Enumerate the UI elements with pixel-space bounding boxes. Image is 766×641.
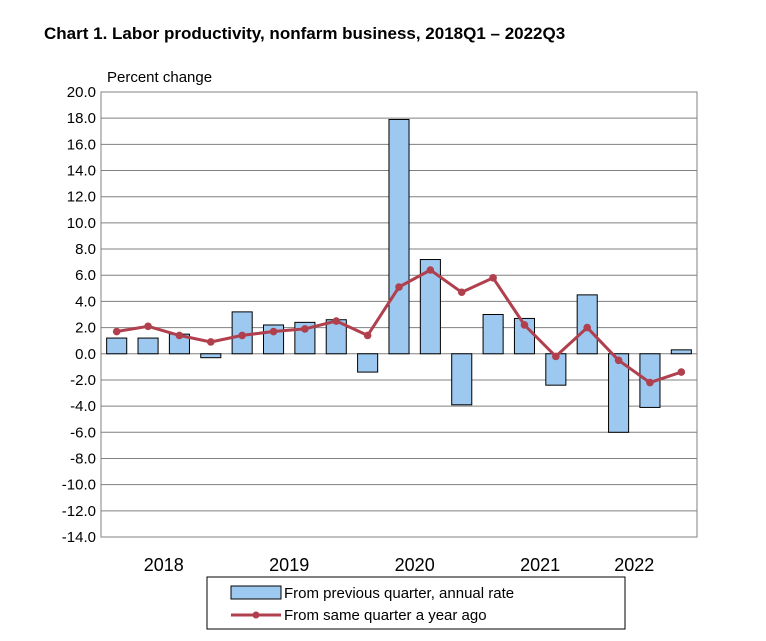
x-year-label: 2018: [144, 555, 184, 575]
y-tick-label: -10.0: [62, 477, 96, 494]
line-point: [489, 274, 497, 282]
x-year-label: 2021: [520, 555, 560, 575]
bar: [200, 353, 222, 359]
y-tick-label: 14.0: [67, 163, 96, 180]
bar: [137, 337, 159, 355]
line-point: [238, 331, 246, 340]
legend-line-label: From same quarter a year ago: [284, 607, 487, 624]
y-tick-label: 6.0: [75, 267, 96, 284]
line-point: [363, 331, 372, 340]
y-tick-label: 12.0: [67, 189, 96, 206]
line-point: [301, 325, 309, 333]
line-point: [583, 323, 592, 332]
y-tick-label: 20.0: [67, 84, 96, 101]
line-point: [614, 356, 623, 365]
legend: From previous quarter, annual rate From …: [206, 576, 626, 630]
y-tick-label: -8.0: [70, 450, 96, 467]
line-point: [552, 352, 560, 361]
y-tick-label: 2.0: [75, 320, 96, 337]
x-axis-year-labels: 2018 2019 2020 2021 2022: [144, 555, 655, 575]
y-tick-label: -2.0: [70, 372, 96, 389]
bar: [106, 337, 128, 355]
x-year-label: 2019: [269, 555, 309, 575]
line-point: [457, 288, 466, 297]
y-tick-label: 4.0: [75, 293, 96, 310]
bar: [608, 353, 630, 433]
bar-series: [106, 118, 692, 433]
plot-frame: [100, 91, 698, 538]
bar: [451, 353, 473, 406]
line-point: [144, 322, 152, 331]
bar: [388, 118, 410, 355]
line-point: [520, 321, 529, 329]
line-point: [206, 338, 215, 346]
line-point: [269, 327, 278, 336]
line-point: [112, 327, 121, 336]
y-axis-ticks: 20.0 18.0 16.0 14.0 12.0 10.0 8.0 6.0 4.0 2.0 0.0 -…: [62, 84, 96, 546]
bar: [419, 259, 441, 355]
y-tick-label: 18.0: [67, 110, 96, 127]
y-tick-label: -14.0: [62, 529, 96, 546]
y-tick-label: -12.0: [62, 503, 96, 520]
bar: [482, 314, 504, 355]
y-tick-label: 0.0: [75, 346, 96, 363]
legend-bar-swatch: [230, 585, 282, 600]
line-series: [112, 266, 686, 387]
y-tick-label: 16.0: [67, 136, 96, 153]
bar: [357, 353, 379, 373]
y-axis-label: Percent change: [107, 69, 212, 86]
line-point: [175, 331, 184, 340]
line-point: [395, 283, 403, 291]
legend-bar-label: From previous quarter, annual rate: [284, 585, 514, 602]
y-tick-label: -4.0: [70, 398, 96, 415]
y-tick-label: -6.0: [70, 424, 96, 441]
x-year-label: 2022: [614, 555, 654, 575]
line-point: [426, 266, 435, 274]
y-tick-label: 8.0: [75, 241, 96, 258]
chart-title: Chart 1. Labor productivity, nonfarm bus…: [44, 24, 566, 43]
legend-line-marker: [252, 611, 260, 619]
bar: [670, 349, 692, 355]
line-point: [646, 378, 654, 387]
y-tick-label: 10.0: [67, 215, 96, 232]
line-point: [677, 368, 686, 376]
x-year-label: 2020: [395, 555, 435, 575]
line-point: [332, 317, 341, 325]
